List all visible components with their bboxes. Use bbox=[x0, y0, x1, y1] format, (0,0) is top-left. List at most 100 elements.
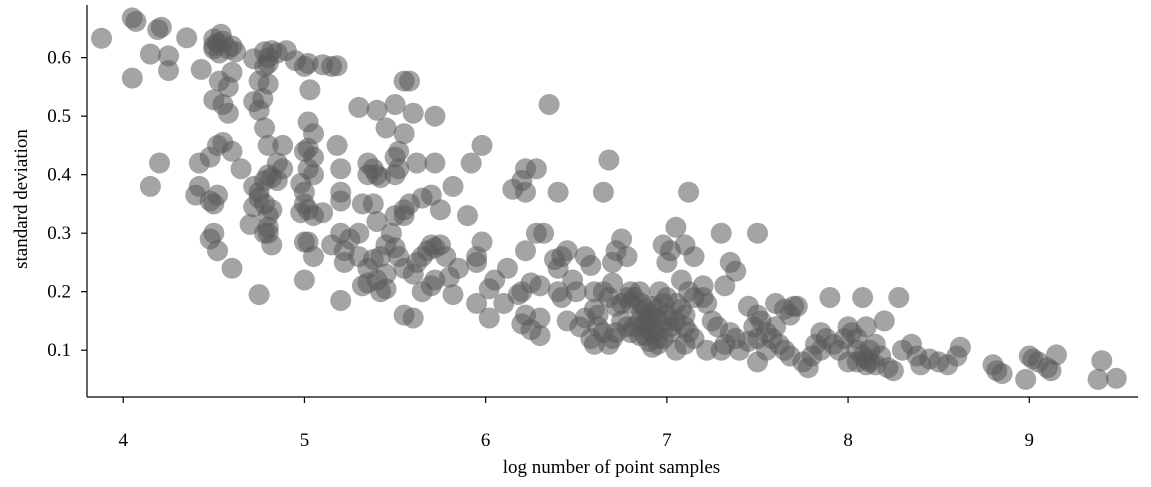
scatter-point bbox=[442, 175, 464, 197]
scatter-point bbox=[797, 357, 819, 379]
scatter-point bbox=[611, 228, 633, 250]
scatter-point bbox=[139, 175, 161, 197]
scatter-point bbox=[230, 158, 252, 180]
scatter-point bbox=[348, 246, 370, 268]
scatter-point bbox=[257, 134, 279, 156]
scatter-point bbox=[402, 102, 424, 124]
scatter-point bbox=[221, 140, 243, 162]
scatter-point bbox=[457, 205, 478, 227]
x-tick-label: 4 bbox=[118, 430, 128, 451]
scatter-point bbox=[351, 193, 373, 215]
scatter-point bbox=[221, 61, 243, 83]
points-layer bbox=[91, 7, 1127, 390]
scatter-point bbox=[565, 281, 587, 303]
scatter-point bbox=[424, 152, 446, 174]
scatter-point bbox=[649, 281, 671, 303]
scatter-point bbox=[290, 202, 312, 224]
scatter-point bbox=[207, 184, 228, 206]
scatter-point bbox=[710, 339, 732, 361]
x-axis-ticks: 4 5 6 7 8 9 bbox=[118, 397, 1034, 451]
scatter-point bbox=[631, 301, 652, 323]
scatter-point bbox=[243, 196, 265, 218]
scatter-point bbox=[149, 152, 170, 174]
y-tick-label: 0.5 bbox=[47, 106, 71, 127]
scatter-point bbox=[678, 181, 700, 203]
y-tick-label: 0.6 bbox=[47, 48, 71, 69]
scatter-point bbox=[388, 158, 410, 180]
x-tick-label: 8 bbox=[843, 430, 853, 451]
scatter-point bbox=[272, 134, 294, 156]
scatter-point bbox=[348, 96, 370, 118]
scatter-point bbox=[91, 27, 112, 49]
scatter-point bbox=[538, 94, 560, 115]
scatter-point bbox=[466, 292, 488, 314]
scatter-point bbox=[515, 240, 536, 262]
scatter-point bbox=[1091, 350, 1113, 372]
scatter-point bbox=[515, 181, 536, 203]
scatter-point bbox=[529, 275, 551, 297]
scatter-point bbox=[348, 222, 370, 244]
scatter-point bbox=[321, 234, 343, 256]
scatter-point bbox=[855, 316, 877, 338]
scatter-point bbox=[837, 351, 859, 373]
scatter-point bbox=[583, 333, 605, 355]
scatter-point bbox=[217, 102, 239, 124]
scatter-point bbox=[248, 284, 270, 306]
scatter-point bbox=[696, 339, 718, 361]
scatter-point bbox=[188, 152, 210, 174]
scatter-point bbox=[592, 181, 614, 203]
scatter-point bbox=[351, 275, 373, 297]
x-tick-label: 6 bbox=[481, 430, 491, 451]
scatter-point bbox=[665, 216, 687, 238]
scatter-point bbox=[580, 254, 602, 276]
y-tick-label: 0.1 bbox=[47, 340, 71, 361]
scatter-point bbox=[882, 360, 904, 382]
scatter-point bbox=[507, 284, 529, 306]
scatter-point bbox=[254, 117, 276, 139]
scatter-point bbox=[326, 55, 348, 77]
scatter-point bbox=[448, 257, 469, 279]
scatter-point bbox=[248, 99, 270, 121]
scatter-point bbox=[221, 257, 243, 279]
scatter-point bbox=[375, 278, 397, 300]
scatter-point bbox=[529, 325, 551, 347]
scatter-point bbox=[1046, 344, 1067, 366]
scatter-point bbox=[471, 231, 493, 253]
scatter-point bbox=[616, 246, 638, 268]
scatter-point bbox=[442, 284, 464, 306]
scatter-point bbox=[190, 58, 212, 80]
scatter-point bbox=[1087, 368, 1109, 390]
scatter-point bbox=[158, 45, 179, 67]
scatter-point bbox=[1040, 360, 1062, 382]
scatter-point bbox=[547, 181, 569, 203]
scatter-point bbox=[203, 89, 225, 111]
scatter-point bbox=[330, 158, 352, 180]
scatter-point bbox=[312, 202, 334, 224]
scatter-point bbox=[602, 272, 623, 294]
scatter-point bbox=[471, 134, 493, 156]
scatter-point bbox=[696, 292, 718, 314]
scatter-point bbox=[139, 43, 161, 65]
scatter-point bbox=[725, 260, 747, 282]
scatter-point bbox=[1105, 367, 1127, 389]
scatter-point bbox=[225, 41, 247, 63]
scatter-point bbox=[402, 307, 424, 329]
scatter-point bbox=[375, 117, 397, 139]
scatter-point bbox=[429, 199, 451, 221]
scatter-point bbox=[810, 322, 832, 344]
scatter-point bbox=[384, 205, 406, 227]
y-axis-ticks: 0.1 0.2 0.3 0.4 0.5 0.6 bbox=[47, 48, 87, 361]
scatter-point bbox=[478, 307, 500, 329]
scatter-point bbox=[714, 275, 736, 297]
scatter-point bbox=[239, 213, 261, 235]
scatter-point bbox=[765, 316, 787, 338]
scatter-point bbox=[888, 287, 910, 308]
scatter-point bbox=[511, 313, 533, 335]
y-tick-label: 0.3 bbox=[47, 223, 71, 244]
scatter-point bbox=[384, 94, 406, 115]
x-tick-label: 5 bbox=[300, 430, 310, 451]
scatter-point bbox=[393, 123, 415, 145]
scatter-point bbox=[121, 67, 143, 89]
scatter-point bbox=[819, 287, 841, 308]
